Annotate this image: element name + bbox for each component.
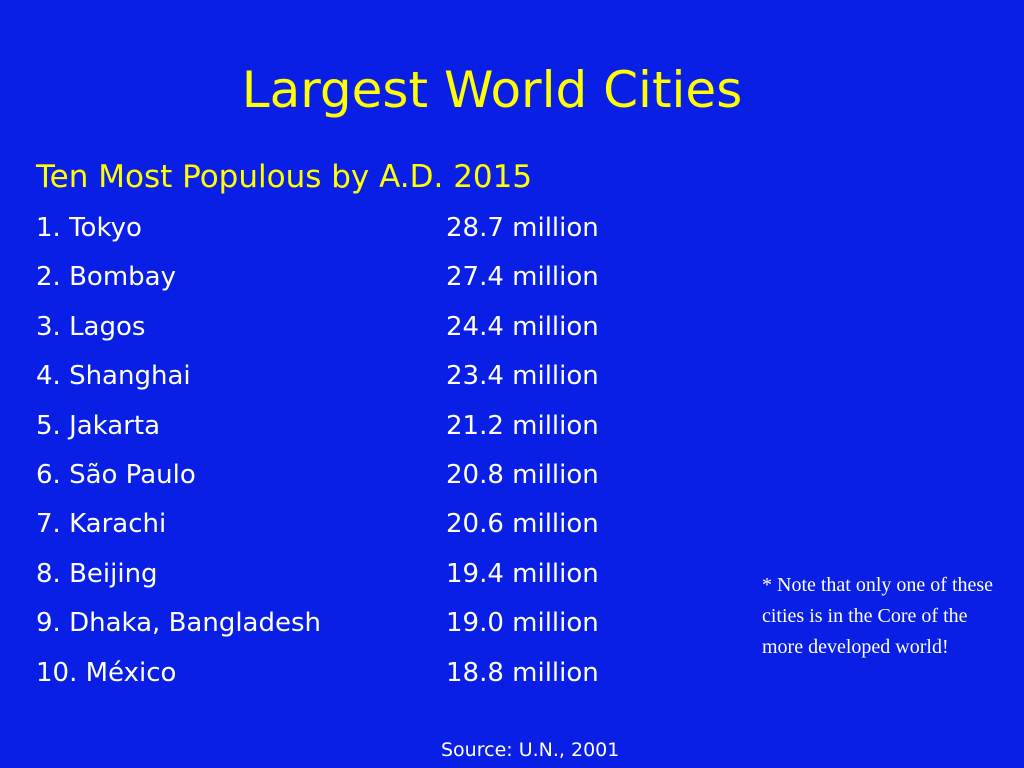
list-item: 2. Bombay 27.4 million [36, 255, 676, 304]
city-name: 4. Shanghai [36, 361, 191, 392]
list-item: 9. Dhaka, Bangladesh 19.0 million [36, 601, 676, 650]
list-item: 7. Karachi 20.6 million [36, 502, 676, 551]
city-population: 23.4 million [446, 361, 599, 392]
list-item: 3. Lagos 24.4 million [36, 305, 676, 354]
city-population: 24.4 million [446, 311, 599, 342]
city-name: 3. Lagos [36, 311, 146, 342]
footnote: * Note that only one of these cities is … [762, 574, 994, 658]
list-item: 5. Jakarta 21.2 million [36, 404, 676, 453]
city-name: 5. Jakarta [36, 410, 161, 441]
city-name: 10. México [36, 657, 177, 688]
city-list: 1. Tokyo 28.7 million 2. Bombay 27.4 mil… [36, 206, 676, 700]
city-population: 18.8 million [446, 657, 599, 688]
city-name: 8. Beijing [36, 558, 158, 589]
city-population: 28.7 million [446, 213, 599, 243]
list-item: 4. Shanghai 23.4 million [36, 354, 676, 403]
city-name: 7. Karachi [36, 509, 167, 540]
city-population: 19.0 million [446, 608, 599, 639]
source-citation: Source: U.N., 2001 [441, 739, 620, 761]
city-name: 9. Dhaka, Bangladesh [36, 608, 321, 639]
list-item: 10. México 18.8 million [36, 651, 676, 700]
slide-subtitle: Ten Most Populous by A.D. 2015 [36, 159, 533, 195]
city-name: 2. Bombay [36, 262, 176, 293]
slide-title: Largest World Cities [241, 61, 743, 119]
list-item: 8. Beijing 19.4 million [36, 552, 676, 601]
list-item: 1. Tokyo 28.7 million [36, 206, 676, 255]
city-population: 20.8 million [446, 459, 599, 490]
city-name: 1. Tokyo [36, 213, 142, 243]
city-population: 27.4 million [446, 262, 599, 293]
city-population: 21.2 million [446, 410, 599, 441]
city-population: 20.6 million [446, 509, 599, 540]
city-population: 19.4 million [446, 558, 599, 589]
list-item: 6. São Paulo 20.8 million [36, 453, 676, 502]
city-name: 6. São Paulo [36, 459, 196, 490]
